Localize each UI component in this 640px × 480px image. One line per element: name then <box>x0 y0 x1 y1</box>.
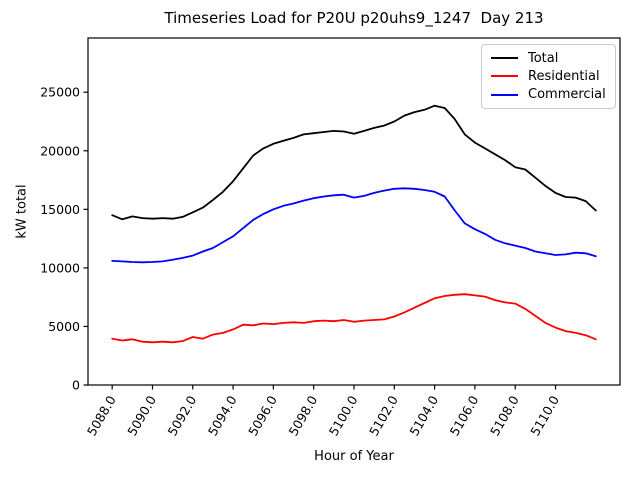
y-axis-label: kW total <box>14 184 30 239</box>
legend-label-residential: Residential <box>528 68 600 84</box>
y-tick-label: 5000 <box>48 319 80 334</box>
x-tick-label: 5088.0 <box>84 393 119 438</box>
chart-title: Timeseries Load for P20U p20uhs9_1247 Da… <box>164 9 544 27</box>
x-tick-label: 5096.0 <box>245 393 280 438</box>
y-tick-label: 20000 <box>40 143 80 158</box>
legend-label-total: Total <box>528 50 559 66</box>
y-tick-label: 0 <box>72 378 80 393</box>
x-tick-label: 5098.0 <box>285 393 320 438</box>
legend-label-commercial: Commercial <box>528 87 606 103</box>
y-tick-label: 25000 <box>40 85 80 100</box>
y-tick-label: 15000 <box>40 202 80 217</box>
x-tick-label: 5110.0 <box>527 393 562 438</box>
x-tick-label: 5100.0 <box>326 393 361 438</box>
y-tick-label: 10000 <box>40 260 80 275</box>
x-tick-label: 5090.0 <box>124 393 159 438</box>
legend-entry-commercial: Commercial <box>491 88 606 101</box>
x-tick-label: 5092.0 <box>165 393 200 438</box>
series-line-residential <box>111 293 597 344</box>
x-tick-label: 5102.0 <box>366 393 401 438</box>
legend-entry-total: Total <box>491 52 606 65</box>
total-line-icon <box>491 57 518 60</box>
legend-entry-residential: Residential <box>491 70 606 83</box>
series-line-total <box>111 104 597 221</box>
residential-line-icon <box>491 75 518 78</box>
x-tick-label: 5104.0 <box>406 393 441 438</box>
series-line-commercial <box>111 187 597 264</box>
x-tick-label: 5106.0 <box>447 393 482 438</box>
commercial-line-icon <box>491 93 518 96</box>
x-tick-label: 5094.0 <box>205 393 240 438</box>
x-axis-label: Hour of Year <box>314 449 394 464</box>
x-tick-label: 5108.0 <box>487 393 522 438</box>
legend: Total Residential Commercial <box>481 44 616 109</box>
